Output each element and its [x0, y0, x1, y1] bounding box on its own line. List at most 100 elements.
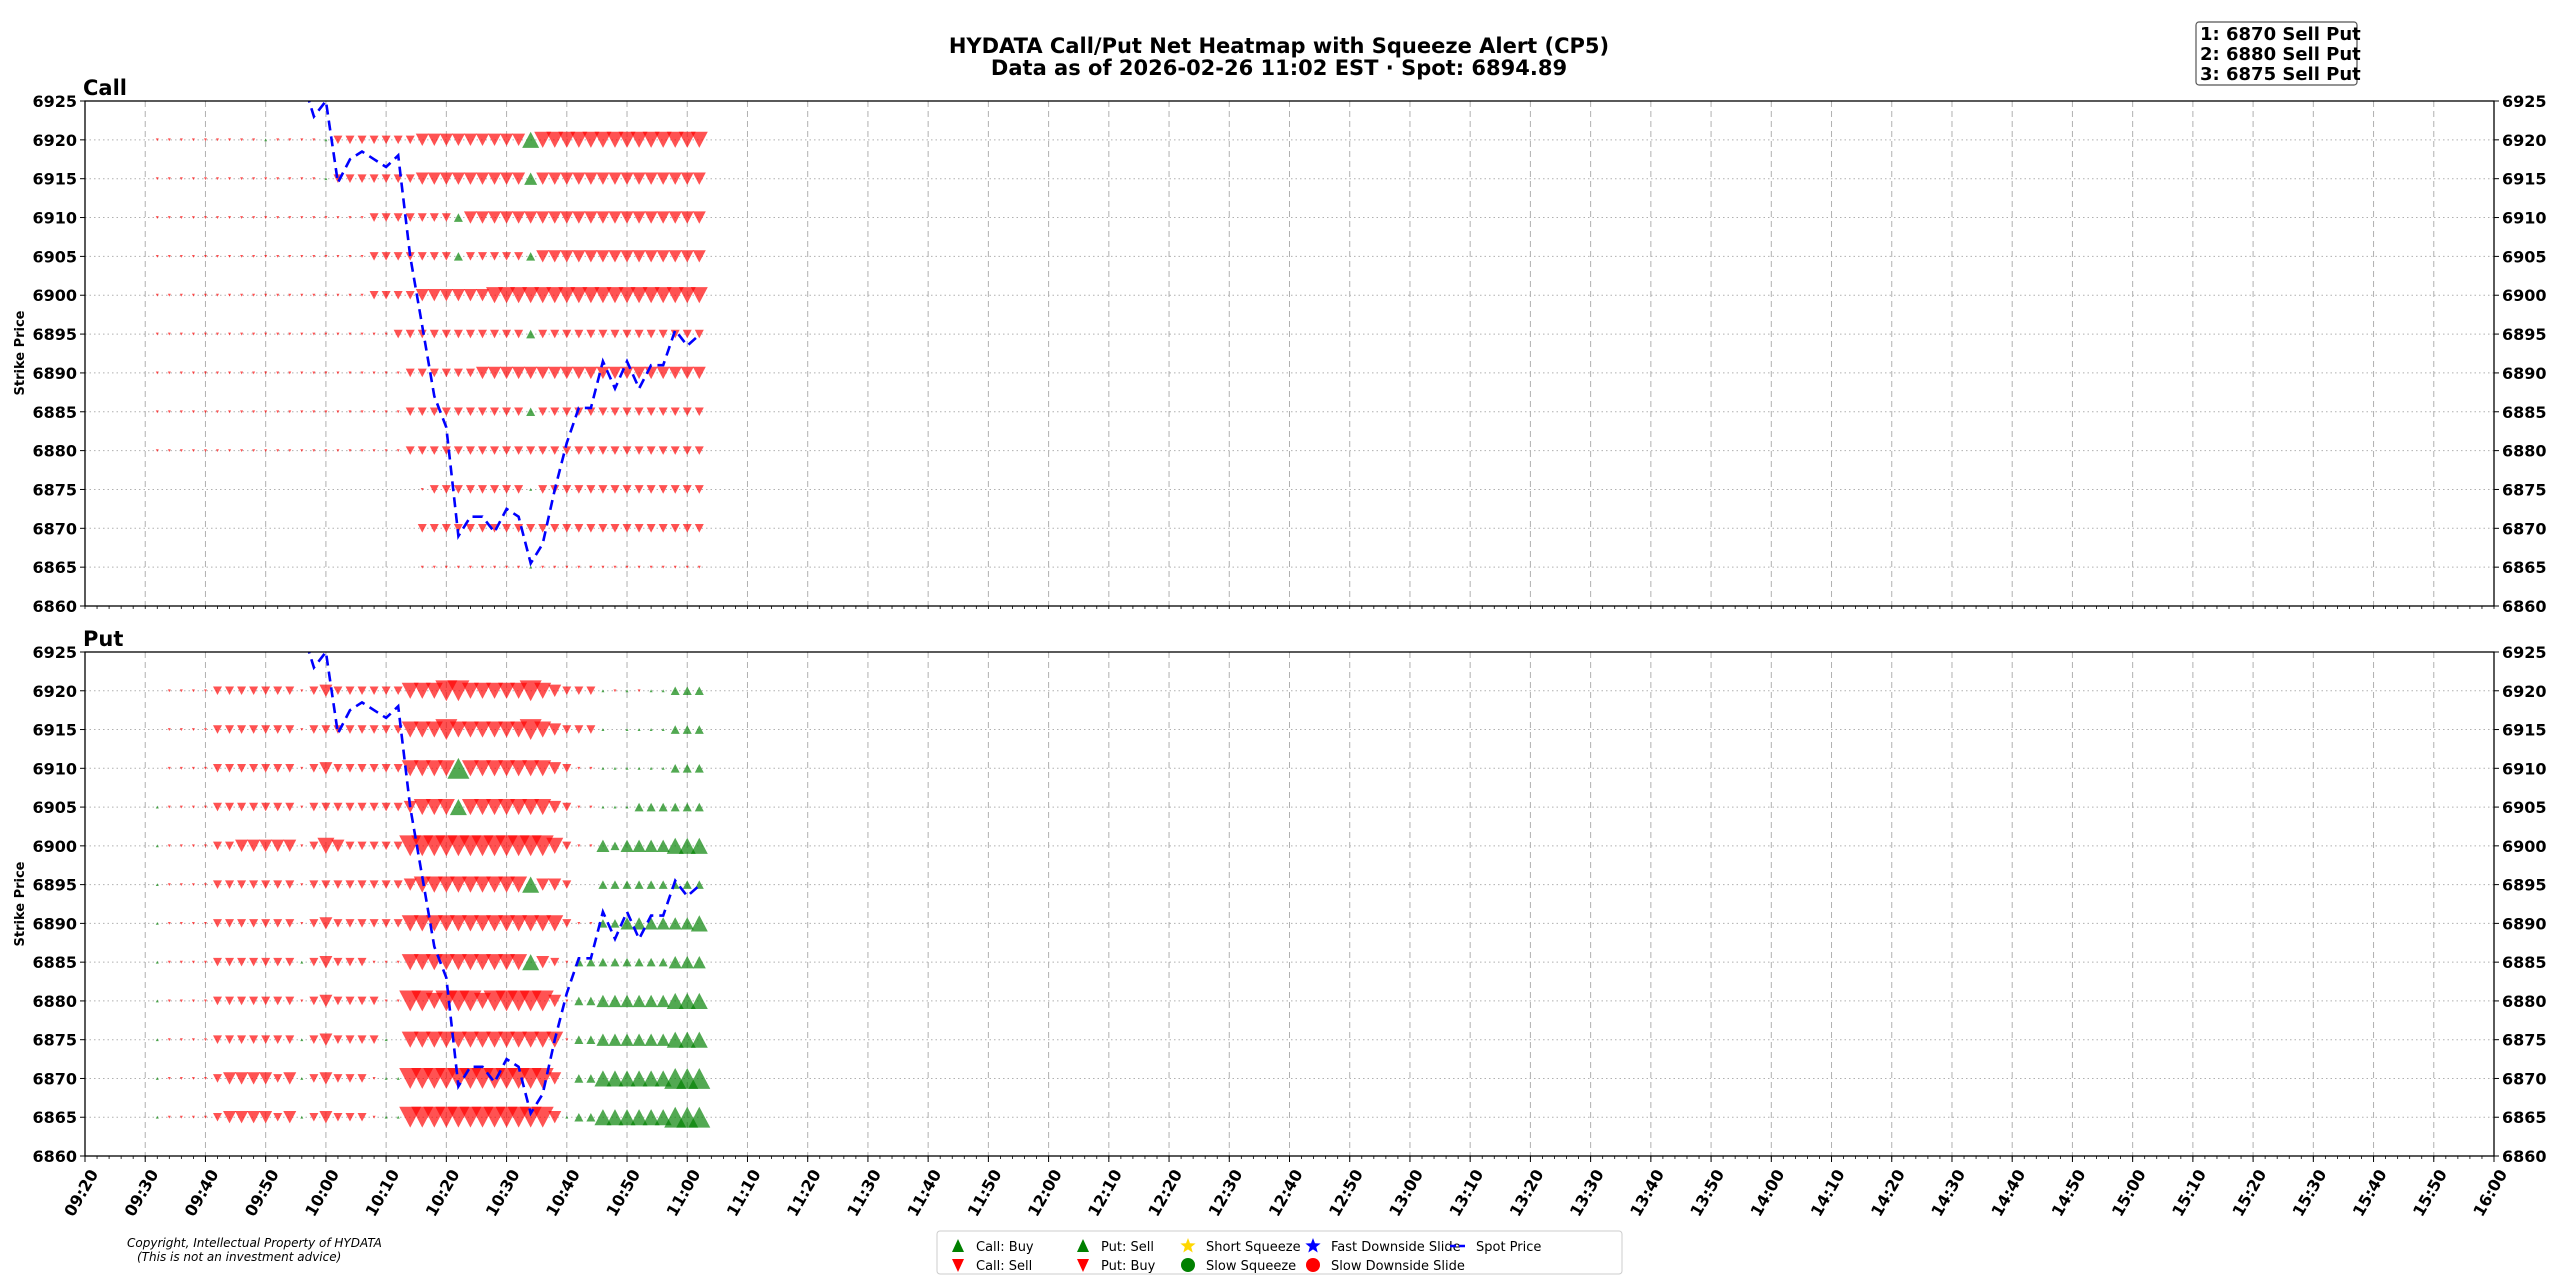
y-tick-label-right: 6910 — [2502, 209, 2547, 228]
y-axis-label-call: Strike Price — [13, 310, 28, 395]
sell-marker-down-triangle — [490, 329, 500, 339]
sell-marker-down-triangle — [203, 844, 207, 848]
sell-marker-down-triangle — [212, 802, 222, 812]
sell-marker-down-triangle — [312, 293, 316, 297]
sell-marker-down-triangle — [203, 999, 207, 1003]
sell-marker-down-triangle — [572, 211, 586, 224]
sell-marker-down-triangle — [548, 878, 562, 891]
sell-marker-down-triangle — [393, 686, 403, 696]
buy-marker-up-triangle — [642, 1070, 660, 1087]
sell-marker-down-triangle — [606, 131, 624, 148]
sell-marker-down-triangle — [405, 174, 415, 183]
sell-marker-down-triangle — [500, 133, 514, 147]
sell-marker-down-triangle — [393, 213, 403, 222]
sell-marker-down-triangle — [261, 725, 271, 734]
sell-marker-down-triangle — [309, 996, 319, 1006]
x-tick-label: 13:00 — [1385, 1166, 1427, 1220]
sell-marker-down-triangle — [565, 960, 569, 964]
sell-marker-down-triangle — [405, 407, 415, 417]
sell-marker-down-triangle — [510, 1031, 528, 1048]
sell-marker-down-triangle — [572, 250, 586, 263]
sell-marker-down-triangle — [240, 216, 244, 219]
sell-marker-down-triangle — [348, 293, 352, 297]
sell-marker-down-triangle — [574, 446, 584, 455]
sell-marker-down-triangle — [288, 371, 292, 375]
x-tick-label: 11:00 — [662, 1166, 704, 1220]
sell-marker-down-triangle — [276, 138, 280, 142]
buy-marker-up-triangle — [630, 1070, 648, 1087]
triangle-up-icon — [952, 1239, 964, 1252]
sell-marker-down-triangle — [384, 960, 388, 964]
buy-marker-up-triangle — [670, 686, 680, 696]
sell-marker-down-triangle — [477, 329, 487, 339]
sell-marker-down-triangle — [276, 177, 280, 181]
sell-marker-down-triangle — [656, 211, 670, 224]
sell-marker-down-triangle — [333, 1112, 343, 1122]
marker-layer — [155, 680, 711, 1128]
sell-marker-down-triangle — [512, 172, 526, 185]
sell-marker-down-triangle — [203, 177, 207, 181]
legend-item: Slow Downside Slide — [1306, 1258, 1465, 1274]
triangle-up-icon — [1077, 1239, 1089, 1252]
sell-marker-down-triangle — [191, 138, 195, 142]
sell-marker-down-triangle — [608, 250, 622, 263]
sell-marker-down-triangle — [228, 410, 232, 414]
sell-marker-down-triangle — [634, 485, 644, 494]
y-tick-label-right: 6890 — [2502, 914, 2547, 933]
sell-marker-down-triangle — [401, 682, 419, 699]
y-tick-label-right: 6860 — [2502, 597, 2547, 616]
sell-marker-down-triangle — [393, 135, 403, 145]
y-tick-label-left: 6870 — [32, 1069, 77, 1088]
sell-marker-down-triangle — [548, 684, 562, 697]
y-tick-label-right: 6870 — [2502, 1069, 2547, 1088]
sell-marker-down-triangle — [276, 332, 280, 336]
buy-marker-up-triangle — [608, 1033, 622, 1046]
sell-marker-down-triangle — [548, 211, 562, 224]
sell-marker-down-triangle — [429, 213, 439, 222]
sell-marker-down-triangle — [620, 172, 634, 185]
sell-marker-down-triangle — [191, 1115, 195, 1119]
sell-marker-down-triangle — [228, 254, 232, 258]
buy-marker-up-triangle — [692, 955, 706, 969]
sell-marker-down-triangle — [405, 446, 415, 455]
sell-marker-down-triangle — [167, 1115, 171, 1119]
sell-marker-down-triangle — [155, 449, 159, 453]
sell-marker-down-triangle — [223, 1111, 237, 1124]
buy-marker-up-triangle — [300, 1038, 304, 1042]
sell-marker-down-triangle — [249, 880, 259, 889]
sell-marker-down-triangle — [634, 524, 644, 533]
sell-marker-down-triangle — [682, 407, 692, 417]
sell-marker-down-triangle — [608, 211, 622, 224]
sell-marker-down-triangle — [167, 921, 171, 925]
sell-marker-down-triangle — [273, 957, 283, 967]
x-tick-label: 15:10 — [2168, 1166, 2210, 1220]
buy-marker-up-triangle — [526, 407, 536, 417]
x-tick-label: 15:40 — [2349, 1166, 2391, 1220]
sell-marker-down-triangle — [228, 216, 232, 219]
sell-marker-down-triangle — [215, 138, 219, 142]
sell-marker-down-triangle — [692, 366, 706, 380]
sell-marker-down-triangle — [490, 407, 500, 417]
sell-marker-down-triangle — [179, 766, 183, 770]
sell-marker-down-triangle — [562, 919, 572, 928]
sell-marker-down-triangle — [179, 177, 183, 181]
sell-marker-down-triangle — [632, 211, 646, 224]
sell-marker-down-triangle — [465, 524, 475, 533]
sell-marker-down-triangle — [656, 366, 670, 380]
buy-marker-up-triangle — [574, 1074, 584, 1083]
sell-marker-down-triangle — [155, 371, 159, 375]
sell-marker-down-triangle — [577, 805, 581, 809]
sell-marker-down-triangle — [300, 254, 304, 258]
sell-marker-down-triangle — [618, 287, 636, 304]
sell-marker-down-triangle — [381, 919, 391, 928]
sell-marker-down-triangle — [396, 449, 400, 453]
sell-marker-down-triangle — [666, 287, 684, 304]
x-axis-ticks: 09:20 09:30 09:40 09:50 10:00 10:10 10:20 10:30… — [60, 1156, 2511, 1220]
sell-marker-down-triangle — [369, 764, 379, 773]
sell-marker-down-triangle — [345, 725, 355, 734]
sell-marker-down-triangle — [369, 252, 379, 261]
sell-marker-down-triangle — [427, 289, 441, 302]
sell-marker-down-triangle — [670, 524, 680, 533]
sell-marker-down-triangle — [309, 686, 319, 696]
sell-marker-down-triangle — [565, 1038, 569, 1042]
